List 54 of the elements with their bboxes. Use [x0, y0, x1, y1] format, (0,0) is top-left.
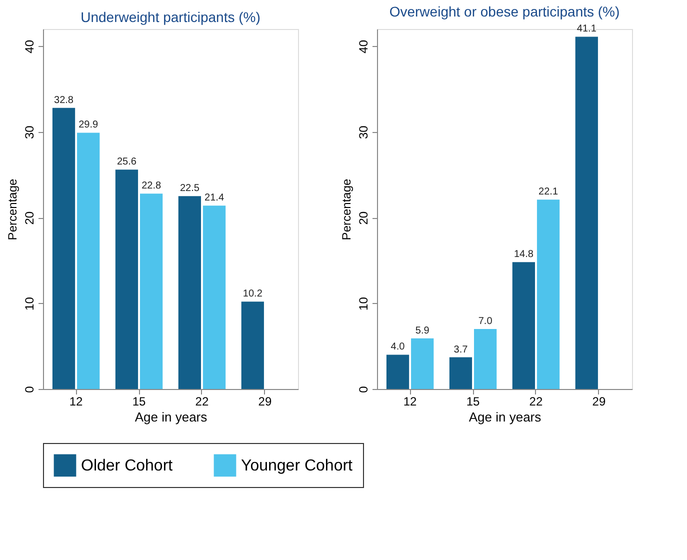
- bar: [474, 329, 497, 389]
- data-label: 10.2: [242, 288, 263, 300]
- bar: [386, 354, 410, 389]
- data-label: 25.6: [116, 156, 137, 168]
- x-axis-title: Age in years: [134, 410, 208, 424]
- legend-label: Younger Cohort: [241, 457, 354, 474]
- bar: [575, 36, 598, 389]
- data-label: 29.9: [78, 120, 99, 131]
- bar: [536, 200, 560, 389]
- data-label: 3.7: [454, 344, 468, 356]
- x-axis-title: Age in years: [468, 410, 542, 424]
- bar: [512, 262, 535, 389]
- bar: [241, 302, 264, 389]
- bar: [178, 196, 201, 389]
- x-tick-label: 15: [132, 394, 146, 408]
- data-label: 14.8: [514, 249, 534, 260]
- bar: [52, 108, 76, 389]
- y-tick-label: 40: [356, 40, 370, 54]
- bar: [411, 338, 434, 389]
- x-tick-label: 15: [466, 394, 480, 408]
- y-tick-label: 40: [22, 40, 36, 54]
- data-label: 32.8: [54, 94, 74, 106]
- data-label: 21.4: [204, 192, 224, 204]
- y-tick-label: 30: [356, 125, 370, 140]
- chart-title: Underweight participants (%): [80, 9, 260, 25]
- bar: [202, 206, 226, 389]
- bar: [77, 132, 100, 389]
- y-axis-title: Percentage: [6, 178, 20, 240]
- data-label: 41.1: [576, 24, 597, 35]
- x-tick-label: 29: [258, 394, 272, 408]
- y-tick-label: 0: [356, 386, 370, 393]
- x-tick-label: 29: [592, 394, 606, 408]
- x-tick-label: 12: [69, 394, 84, 408]
- y-axis-title: Percentage: [340, 178, 354, 240]
- data-label: 22.5: [180, 183, 200, 194]
- bar: [140, 194, 163, 389]
- x-tick-label: 22: [529, 394, 543, 408]
- y-tick-label: 10: [22, 296, 36, 310]
- x-tick-label: 12: [403, 394, 418, 408]
- y-tick-label: 0: [22, 386, 36, 393]
- data-label: 22.8: [142, 180, 162, 192]
- data-label: 22.1: [538, 186, 558, 198]
- bar: [449, 357, 472, 389]
- chart-title: Overweight or obese participants (%): [389, 4, 620, 20]
- legend-label: Older Cohort: [81, 457, 174, 474]
- data-label: 5.9: [415, 325, 430, 336]
- x-tick-label: 22: [195, 394, 209, 408]
- y-tick-label: 20: [356, 211, 370, 225]
- y-tick-label: 20: [22, 211, 36, 225]
- bar: [115, 170, 138, 389]
- y-tick-label: 10: [356, 296, 370, 310]
- data-label: 7.0: [478, 316, 493, 327]
- y-tick-label: 30: [22, 125, 36, 140]
- data-label: 4.0: [390, 342, 406, 353]
